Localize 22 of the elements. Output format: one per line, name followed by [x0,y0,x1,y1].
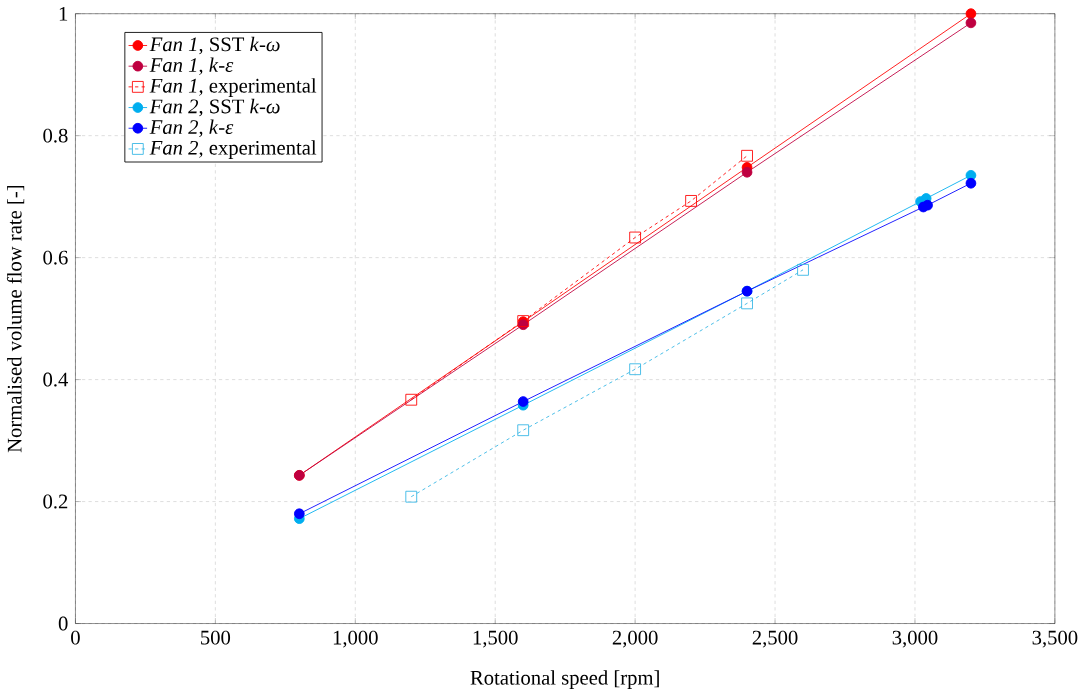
y-tick-label: 0 [58,616,68,631]
legend-label: Fan 2, SST k-ω [149,98,280,117]
x-tick-label: 1,500 [473,630,518,648]
legend-label: Fan 1, k-ε [149,57,234,76]
y-tick-label: 0.8 [43,128,68,143]
y-tick-label: 0.4 [43,372,69,387]
legend-label: Fan 1, experimental [149,78,317,97]
y-tick-label: 1 [59,6,68,21]
legend-label: Fan 1, SST k-ω [149,36,280,55]
x-tick-label: 2,500 [752,630,798,648]
y-tick-label: 0.6 [43,250,68,265]
x-axis-title: Rotational speed [rpm] [470,670,659,690]
legend-label: Fan 2, k-ε [149,119,234,138]
x-tick-label: 2,000 [612,630,658,648]
y-axis-title: Normalised volume flow rate [-] [6,186,25,453]
x-tick-label: 3,500 [1032,630,1078,648]
y-tick-label: 0.2 [43,494,68,509]
legend-label: Fan 2, experimental [149,140,317,160]
x-tick-label: 1,000 [333,630,378,648]
x-tick-label: 0 [71,630,80,645]
x-tick-label: 500 [201,630,231,645]
x-tick-label: 3,000 [892,630,938,648]
